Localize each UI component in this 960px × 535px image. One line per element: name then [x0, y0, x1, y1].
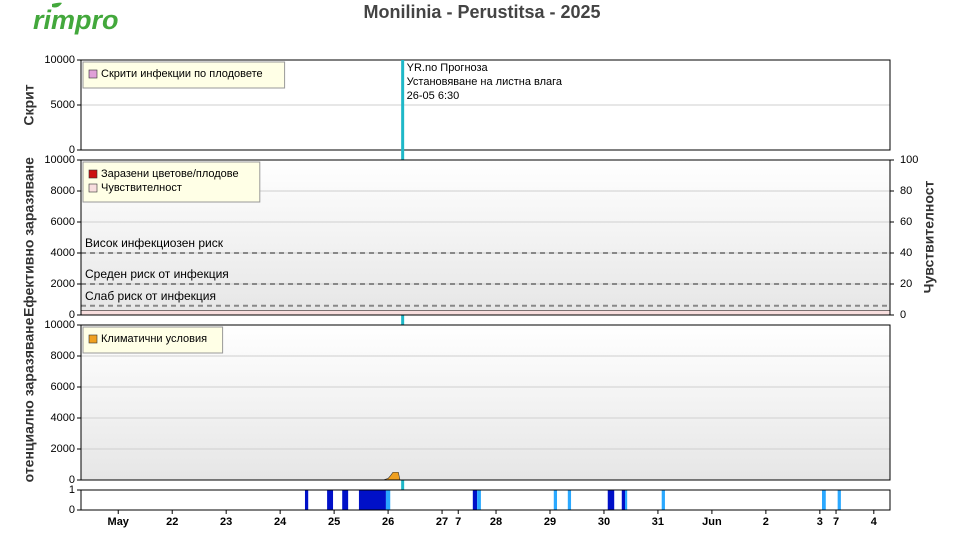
y-tick-label: 1	[69, 484, 75, 496]
y2-tick-label: 0	[900, 309, 906, 321]
forecast-label: 26-05 6:30	[407, 90, 460, 102]
x-tick-label: Jun	[702, 516, 722, 528]
y-tick-label: 8000	[51, 350, 75, 362]
y-tick-label: 4000	[51, 247, 75, 259]
x-tick-label: 29	[544, 516, 556, 528]
legend-swatch	[88, 69, 98, 79]
y2-tick-label: 80	[900, 185, 912, 197]
wetness-bar	[472, 490, 478, 510]
logo: rimpro	[33, 5, 119, 35]
y-tick-label: 0	[69, 144, 75, 156]
forecast-label: YR.no Прогноза	[407, 62, 489, 74]
x-tick-label: 27	[436, 516, 448, 528]
x-tick-label: 22	[166, 516, 178, 528]
y-tick-label: 10000	[44, 154, 75, 166]
logo-leaf	[52, 2, 62, 8]
x-tick-label: 24	[274, 516, 287, 528]
y-tick-label: 0	[69, 504, 75, 516]
y-tick-label: 2000	[51, 278, 75, 290]
area	[80, 310, 891, 316]
wetness-bar	[304, 490, 309, 510]
wetness-bar	[567, 490, 572, 510]
y-tick-label: 10000	[44, 54, 75, 66]
plot-background	[81, 490, 890, 510]
wetness-bar	[385, 490, 391, 510]
y2-tick-label: 40	[900, 247, 912, 259]
legend-swatch	[88, 183, 98, 193]
y-tick-label: 6000	[51, 381, 75, 393]
legend-label: Скрити инфекции по плодовете	[101, 68, 263, 80]
y-axis-label: Скрит	[21, 84, 37, 125]
risk-label: Слаб риск от инфекция	[85, 289, 216, 303]
legend-label: Заразени цветове/плодове	[101, 168, 239, 180]
wetness-bar	[625, 490, 628, 510]
wetness-bar	[607, 490, 615, 510]
legend-box	[82, 61, 286, 89]
y-tick-label: 4000	[51, 412, 75, 424]
y2-tick-label: 60	[900, 216, 912, 228]
legend-label: Климатични условия	[101, 333, 207, 345]
y2-tick-label: 20	[900, 278, 912, 290]
risk-label: Среден риск от инфекция	[85, 267, 229, 281]
plot-frame	[80, 159, 891, 316]
wetness-bar	[342, 490, 349, 510]
legend-box	[82, 326, 224, 354]
plot-frame	[80, 489, 891, 511]
legend-swatch	[88, 169, 98, 179]
chart-title: Monilinia - Perustitsa - 2025	[363, 2, 600, 22]
x-tick-label: 7	[455, 516, 461, 528]
x-tick-label: 4	[871, 516, 878, 528]
y2-axis-label: Чувствителност	[921, 180, 937, 293]
wetness-bar	[821, 490, 826, 510]
plot-frame	[80, 59, 891, 151]
y-tick-label: 2000	[51, 443, 75, 455]
x-tick-label: 7	[833, 516, 839, 528]
x-tick-label: 26	[382, 516, 394, 528]
x-tick-label: 25	[328, 516, 340, 528]
x-tick-label: 2	[763, 516, 769, 528]
wetness-bar	[327, 490, 334, 510]
x-tick-label: 23	[220, 516, 232, 528]
legend-swatch	[88, 334, 98, 344]
legend-box	[82, 161, 261, 203]
plot-frame	[80, 324, 891, 481]
y2-tick-label: 100	[900, 154, 918, 166]
y-tick-label: 6000	[51, 216, 75, 228]
wetness-bar	[553, 490, 558, 510]
wetness-bar	[837, 490, 841, 510]
wetness-bar	[358, 490, 386, 510]
risk-label: Висок инфекциозен риск	[85, 236, 224, 250]
forecast-label: Установяване на листна влага	[407, 76, 563, 88]
y-axis-label: отенциално заразяване	[21, 317, 37, 482]
x-tick-label: 3	[817, 516, 823, 528]
legend-label: Чувствителност	[101, 182, 182, 194]
y-tick-label: 8000	[51, 185, 75, 197]
x-tick-label: 30	[598, 516, 610, 528]
wetness-bar	[621, 490, 626, 510]
x-tick-label: May	[108, 516, 130, 528]
y-tick-label: 0	[69, 309, 75, 321]
x-tick-label: 31	[652, 516, 664, 528]
y-axis-label: Ефективно заразяване	[21, 157, 37, 317]
y-tick-label: 0	[69, 474, 75, 486]
x-tick-label: 28	[490, 516, 502, 528]
wetness-bar	[477, 490, 481, 510]
y-tick-label: 5000	[51, 99, 75, 111]
y-tick-label: 10000	[44, 319, 75, 331]
wetness-bar	[661, 490, 665, 510]
